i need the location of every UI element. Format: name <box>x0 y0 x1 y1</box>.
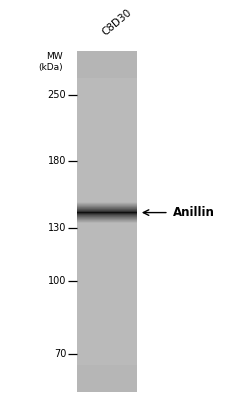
Text: 130: 130 <box>48 223 66 233</box>
Text: 250: 250 <box>47 90 66 100</box>
Text: C8D30: C8D30 <box>100 7 133 37</box>
Text: 100: 100 <box>48 276 66 286</box>
Text: MW
(kDa): MW (kDa) <box>38 52 63 72</box>
Text: 70: 70 <box>54 348 66 358</box>
Text: Anillin: Anillin <box>172 206 214 219</box>
Text: 180: 180 <box>48 156 66 166</box>
